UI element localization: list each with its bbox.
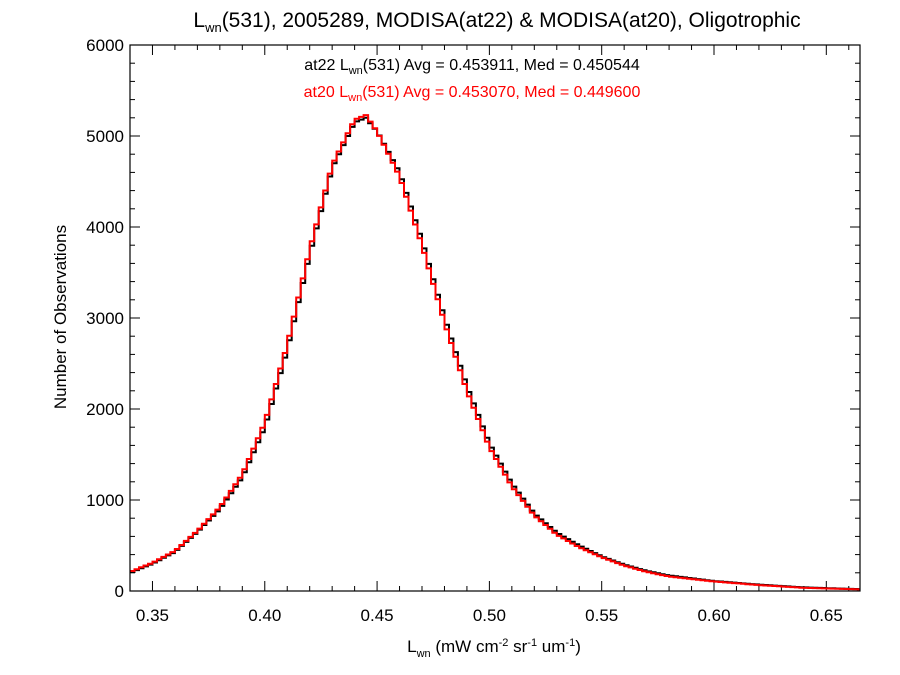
x-tick-label: 0.50 [473,606,506,625]
y-axis-label: Number of Observations [51,225,70,409]
y-tick-label: 6000 [86,36,124,55]
x-tick-label: 0.35 [136,606,169,625]
x-tick-label: 0.40 [248,606,281,625]
chart-title: Lwn(531), 2005289, MODISA(at22) & MODISA… [193,9,800,35]
axis-ticks: 0.35 0.40 0.45 0.50 0.55 0.60 0.65 0 1000 2000 300… [86,36,860,625]
y-tick-label: 4000 [86,218,124,237]
plot-frame [129,44,861,592]
chart-annotations: at22 Lwn(531) Avg = 0.453911, Med = 0.45… [304,57,641,104]
stats-annotation: at20 Lwn(531) Avg = 0.453070, Med = 0.44… [304,84,641,104]
y-tick-label: 5000 [86,127,124,146]
x-tick-label: 0.65 [810,606,843,625]
x-tick-label: 0.55 [585,606,618,625]
y-tick-label: 2000 [86,400,124,419]
data-series [130,114,860,591]
y-tick-label: 3000 [86,309,124,328]
series-line [130,114,860,591]
y-tick-label: 0 [115,582,124,601]
stats-annotation: at22 Lwn(531) Avg = 0.453911, Med = 0.45… [304,57,640,77]
y-tick-label: 1000 [86,491,124,510]
x-tick-label: 0.60 [697,606,730,625]
x-axis-label: Lwn (mW cm-2 sr-1 um-1) [407,637,581,660]
x-tick-label: 0.45 [361,606,394,625]
